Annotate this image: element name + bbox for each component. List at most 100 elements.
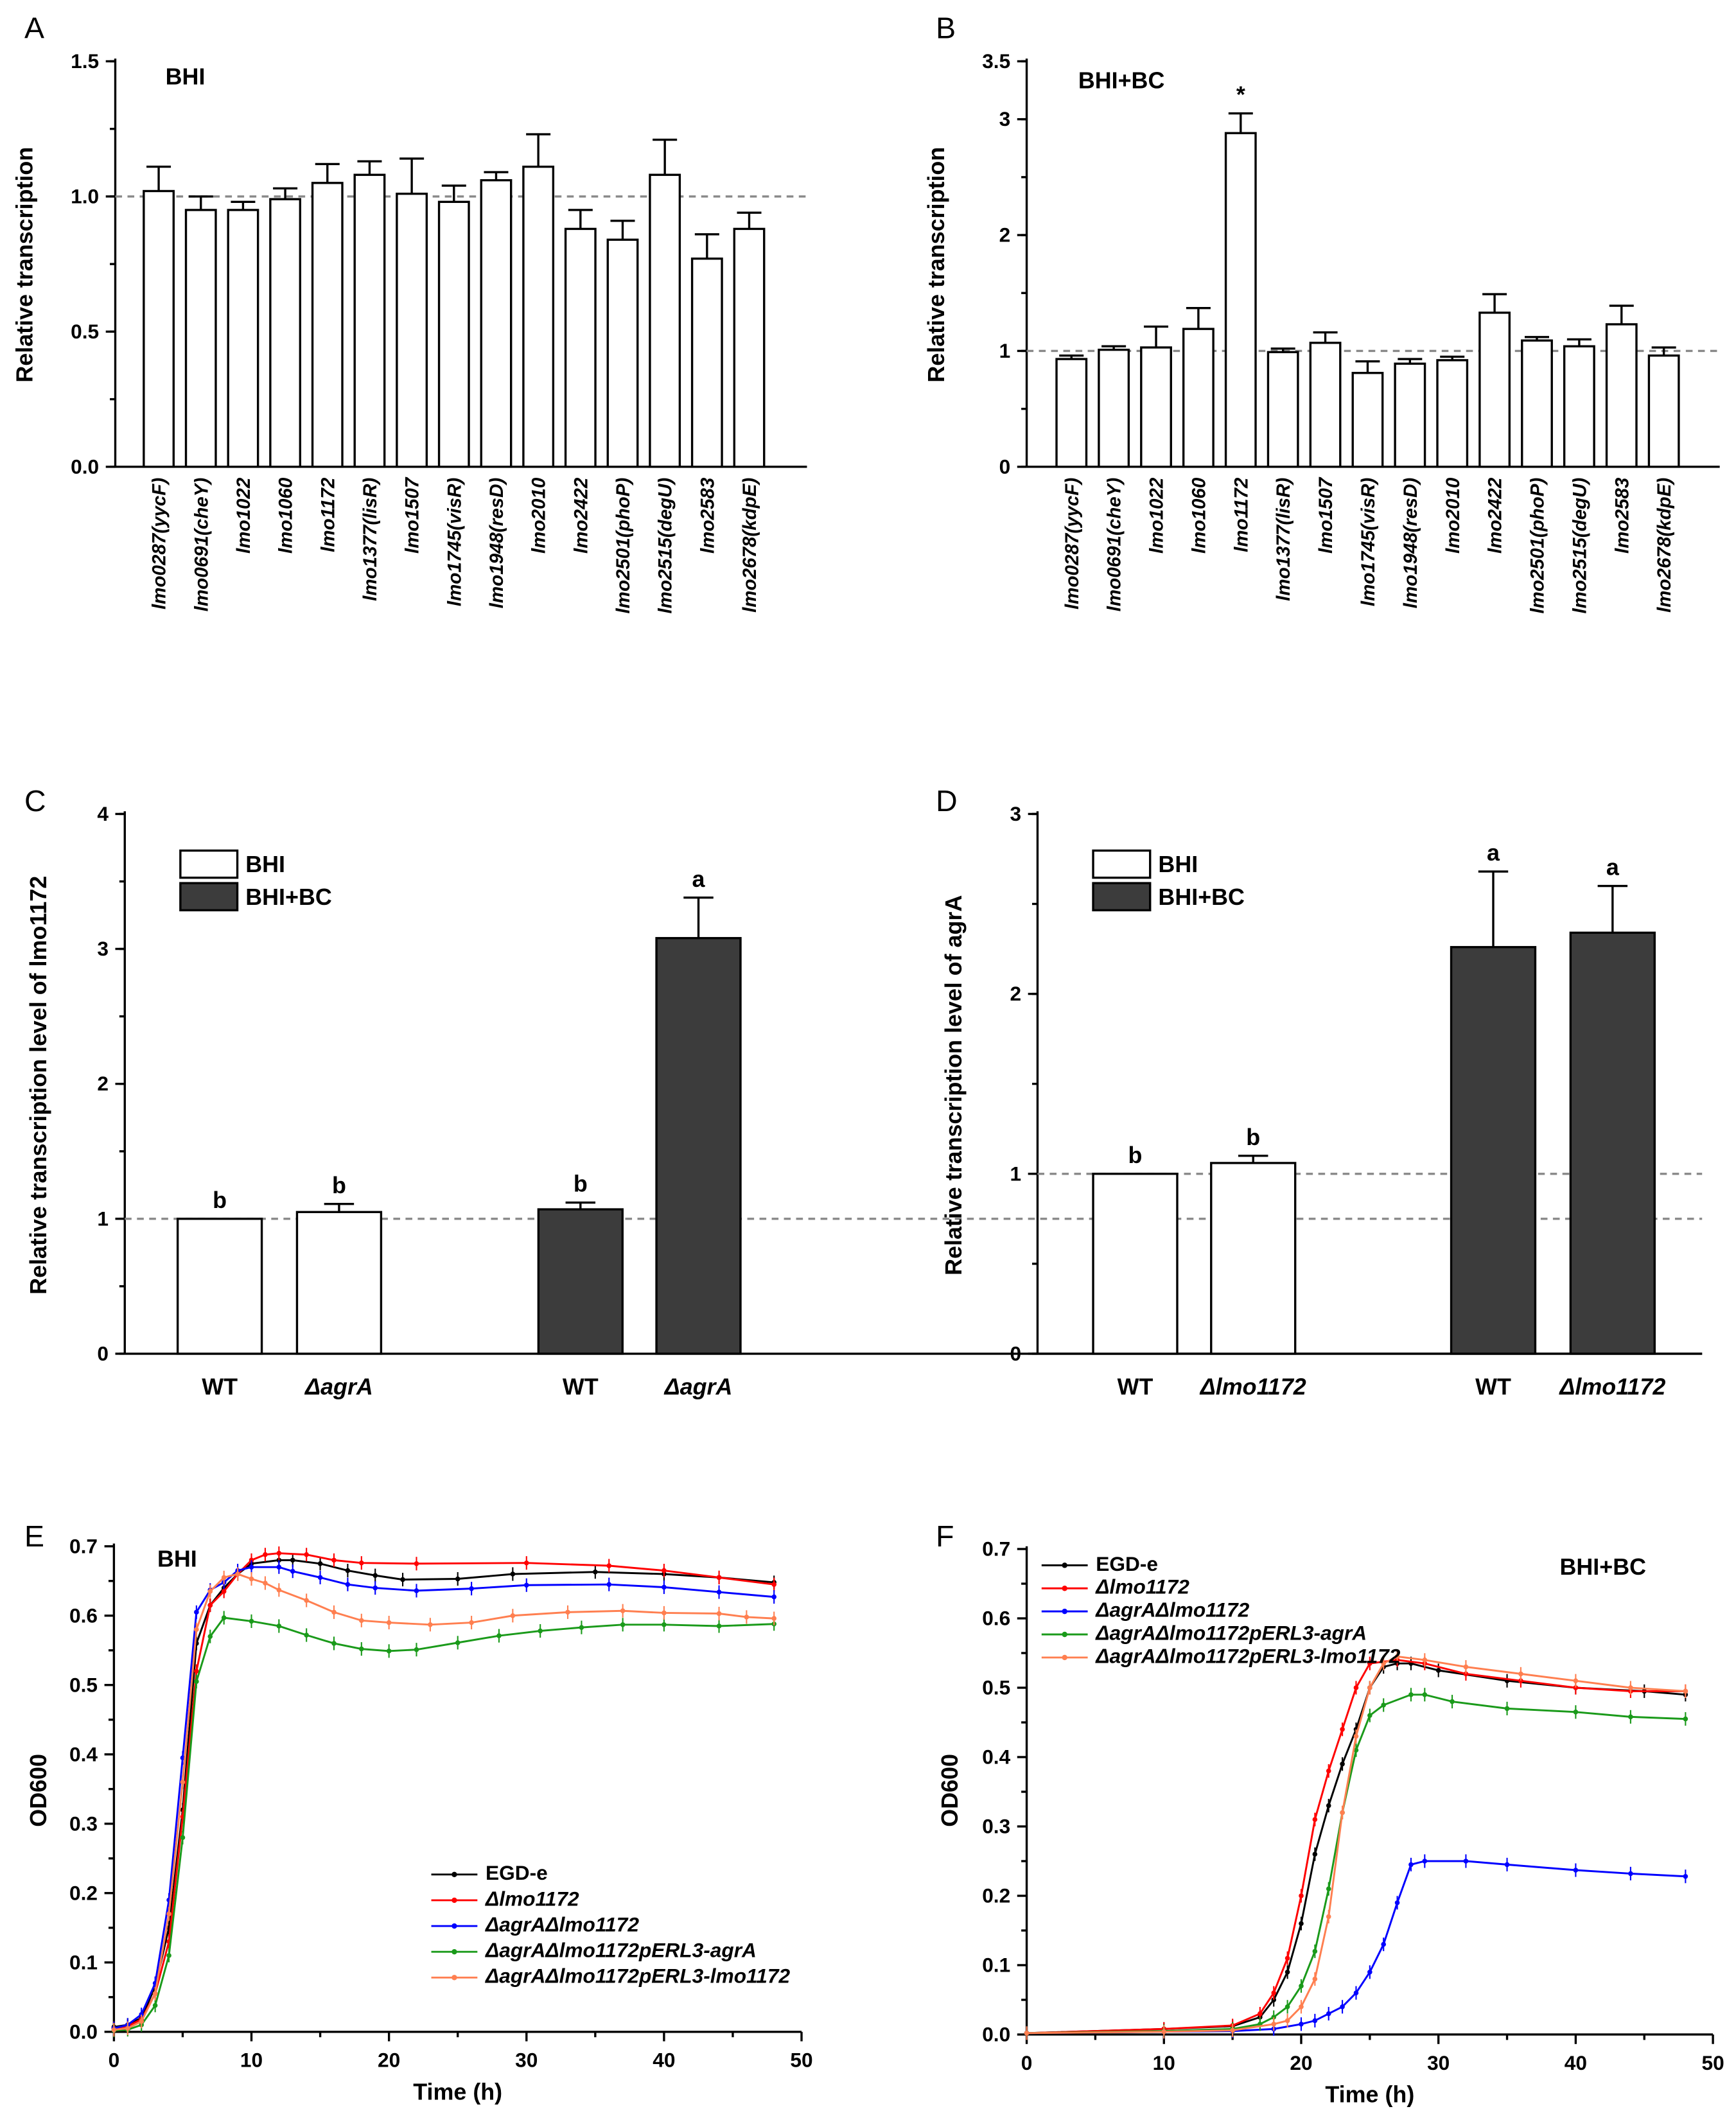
y-tick-label: 0.0	[71, 455, 99, 478]
bar	[1521, 339, 1553, 468]
series-line	[1026, 1662, 1686, 2035]
y-tick-label: 0.5	[71, 320, 99, 343]
series-1	[111, 1546, 777, 2035]
bar	[1309, 342, 1342, 468]
y-tick-label: 0.1	[982, 1954, 1010, 1977]
bar	[1182, 328, 1214, 468]
bar	[1267, 351, 1299, 468]
y-tick-label: 4	[97, 802, 109, 825]
data-point	[276, 1624, 282, 1629]
legend-swatch	[179, 849, 239, 879]
data-point	[207, 1602, 213, 1608]
data-point	[1284, 2004, 1290, 2009]
x-tick-label: lmo2010	[1442, 477, 1464, 554]
legend-label: ΔagrAΔlmo1172	[1095, 1598, 1249, 1622]
bar	[184, 209, 217, 468]
x-tick-label: Δlmo1172	[1199, 1374, 1306, 1399]
data-point	[345, 1582, 351, 1587]
data-point	[1683, 1873, 1688, 1879]
data-point	[194, 1668, 199, 1674]
bar	[606, 238, 639, 468]
data-point	[1394, 1900, 1400, 1905]
data-point	[152, 2002, 158, 2008]
data-point	[771, 1594, 777, 1600]
series-line	[114, 1552, 775, 2029]
data-point	[1299, 2004, 1304, 2009]
y-tick-label: 1.0	[71, 184, 99, 207]
x-tick-label: lmo2422	[1485, 477, 1506, 554]
bar	[733, 227, 766, 468]
data-point	[1394, 1654, 1400, 1659]
x-tick-label: 0	[109, 2049, 120, 2072]
data-point	[1284, 1956, 1290, 1961]
data-point	[1312, 2018, 1318, 2024]
legend-label: EGD-e	[1096, 1552, 1158, 1575]
data-point	[1628, 1714, 1633, 1720]
data-point	[249, 1557, 254, 1563]
data-point	[290, 1568, 295, 1574]
x-tick-label: lmo1022	[1146, 477, 1168, 554]
data-point	[263, 1580, 268, 1586]
panel-f: F 0.0 0.1 0.2 0.3 0.4 0.5 0.6 0.7 OD600 BHI+BC 0 10 2…	[936, 1519, 1724, 2108]
bar	[564, 227, 597, 468]
legend-marker	[452, 1897, 457, 1904]
y-tick-label: 0.0	[69, 2020, 98, 2043]
legend-label: ΔagrAΔlmo1172pERL3-agrA	[485, 1939, 757, 1962]
significance-label: *	[1236, 82, 1245, 108]
data-point	[1422, 1657, 1428, 1663]
series-4	[111, 1567, 777, 2037]
data-point	[1573, 1709, 1579, 1715]
data-point	[235, 1571, 240, 1577]
data-point	[1450, 1699, 1455, 1704]
data-point	[194, 1627, 199, 1632]
data-point	[716, 1575, 722, 1580]
x-tick-label: lmo1377(lisR)	[360, 478, 381, 601]
data-point	[1367, 1713, 1372, 1718]
data-point	[662, 1610, 667, 1616]
data-point	[523, 1582, 529, 1588]
x-tick-label: lmo0691(cheY)	[1104, 478, 1125, 612]
data-point	[1312, 1851, 1318, 1857]
data-point	[1353, 1747, 1359, 1753]
y-tick-label: 1.5	[71, 49, 99, 73]
legend-label: BHI	[245, 852, 285, 877]
y-tick-label: 0.0	[982, 2023, 1010, 2046]
data-point	[1271, 2015, 1277, 2020]
data-point	[1573, 1678, 1579, 1683]
data-point	[716, 1589, 722, 1595]
data-point	[1312, 1976, 1318, 1982]
legend-label: Δlmo1172	[1095, 1575, 1189, 1598]
bar	[1569, 931, 1656, 1355]
data-point	[1161, 2029, 1167, 2035]
data-point	[400, 1577, 405, 1582]
panel-label: D	[936, 784, 958, 818]
data-point	[1312, 1817, 1318, 1822]
data-point	[1326, 1914, 1331, 1920]
data-point	[469, 1586, 474, 1591]
data-point	[662, 1622, 667, 1627]
data-point	[744, 1615, 750, 1620]
y-tick-label: 2	[1010, 982, 1022, 1005]
data-point	[1518, 1671, 1523, 1677]
x-tick-label: ΔagrA	[304, 1374, 373, 1399]
data-point	[221, 1615, 227, 1620]
data-point	[1683, 1716, 1688, 1722]
legend-label: Δlmo1172	[485, 1887, 579, 1910]
legend-marker	[452, 1948, 457, 1955]
data-point	[414, 1561, 419, 1566]
data-point	[1628, 1685, 1633, 1690]
data-point	[194, 1679, 199, 1685]
y-tick-label: 0	[97, 1342, 109, 1365]
data-point	[359, 1560, 364, 1566]
legend-label: BHI	[1158, 852, 1198, 877]
data-point	[606, 1563, 612, 1568]
data-point	[373, 1585, 378, 1591]
y-axis-label: Relative transcription	[924, 147, 949, 383]
data-point	[1340, 1810, 1345, 1816]
x-tick-label: lmo2501(phoP)	[1527, 478, 1548, 614]
data-point	[565, 1609, 570, 1615]
data-point	[455, 1576, 460, 1582]
series-3	[1024, 1688, 1688, 2040]
x-tick-label: lmo1022	[233, 477, 254, 554]
